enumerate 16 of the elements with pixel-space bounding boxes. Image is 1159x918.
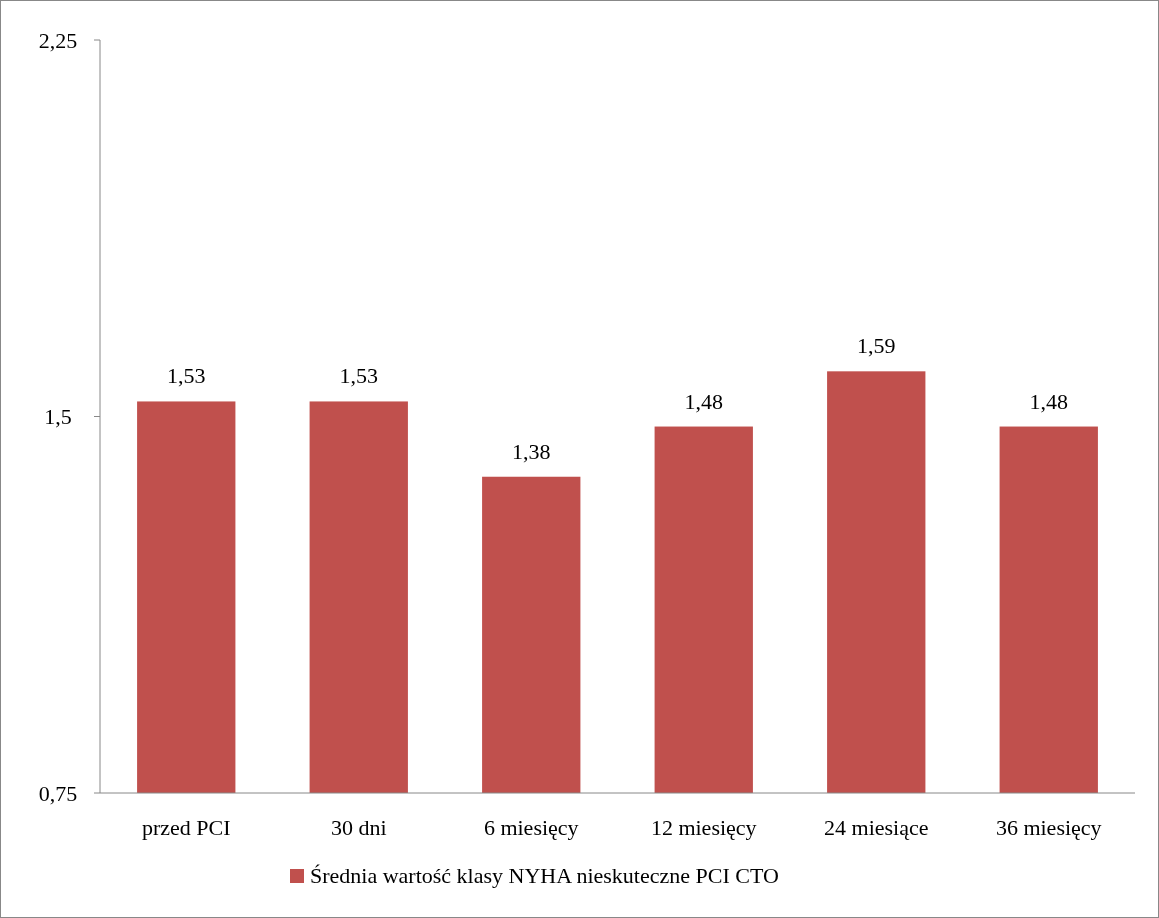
- data-label: 1,48: [684, 388, 723, 414]
- data-label: 1,38: [512, 438, 551, 464]
- y-tick-label: 2,25: [38, 27, 78, 53]
- x-tick-label: 12 miesięcy: [650, 815, 757, 840]
- data-label: 1,48: [1029, 388, 1068, 414]
- y-tick-label: 0,75: [38, 780, 78, 806]
- x-tick-label: 6 miesięcy: [483, 815, 579, 840]
- legend-label: Średnia wartość klasy NYHA nieskuteczne PCI CTO: [310, 863, 779, 888]
- x-tick-label: 36 miesięcy: [995, 815, 1102, 840]
- data-label: 1,59: [857, 333, 896, 359]
- x-tick-label: 24 miesiące: [824, 815, 929, 840]
- y-tick-label: 1,5: [44, 404, 72, 430]
- x-tick-label: 30 dni: [330, 815, 387, 840]
- data-label: 1,53: [167, 363, 206, 389]
- x-tick-label: przed PCI: [141, 815, 231, 840]
- data-label: 1,53: [339, 363, 378, 389]
